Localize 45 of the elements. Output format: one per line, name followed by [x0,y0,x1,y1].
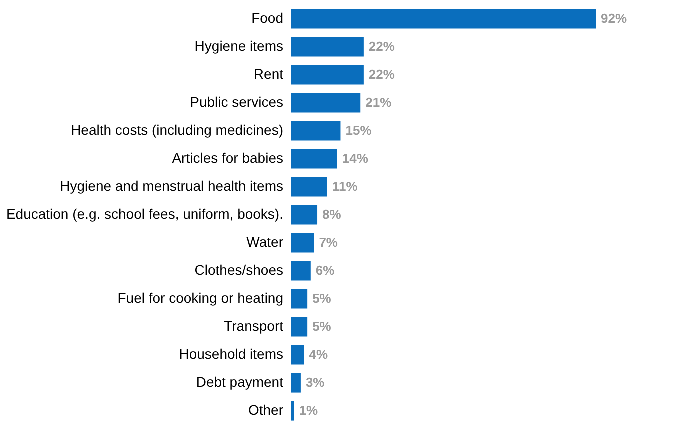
y-tick-label: Food [252,10,284,26]
data-label: 92% [601,11,628,26]
data-label: 1% [299,403,319,418]
bar [291,177,328,197]
data-label: 3% [306,375,326,390]
y-tick-label: Household items [179,346,284,362]
bar [291,401,294,421]
data-label: 6% [316,263,336,278]
bar [291,345,304,365]
y-tick-label: Articles for babies [172,150,284,166]
data-label: 21% [366,95,392,110]
bar [291,37,364,57]
bar [291,233,314,253]
y-tick-label: Education (e.g. school fees, uniform, books). [6,206,284,222]
data-label: 14% [342,151,369,166]
y-tick-label: Hygiene items [194,38,284,54]
y-tick-label: Debt payment [196,374,284,390]
data-label: 5% [312,291,332,306]
y-tick-label: Fuel for cooking or heating [118,290,284,306]
y-tick-label: Public services [190,94,284,110]
bar [291,205,318,225]
y-tick-label: Other [248,402,284,418]
bar [291,121,341,141]
y-tick-label: Health costs (including medicines) [71,122,284,138]
data-label: 7% [319,235,338,250]
data-label: 8% [322,207,342,222]
bar [291,65,364,85]
y-tick-label: Rent [254,66,284,82]
bar [291,149,338,169]
y-tick-label: Clothes/shoes [194,262,284,278]
bar [291,93,361,113]
bar [291,289,308,309]
data-label: 15% [346,123,372,138]
bar [291,373,301,393]
data-label: 22% [368,67,396,82]
y-tick-label: Transport [224,318,284,334]
bar [291,261,311,281]
y-tick-label: Hygiene and menstrual health items [60,178,284,194]
bar [291,317,308,337]
data-label: 22% [368,39,396,54]
data-label: 5% [312,319,332,334]
bar [291,9,596,29]
data-label: 4% [309,347,328,362]
y-tick-label: Water [246,234,284,250]
data-label: 11% [332,179,358,194]
